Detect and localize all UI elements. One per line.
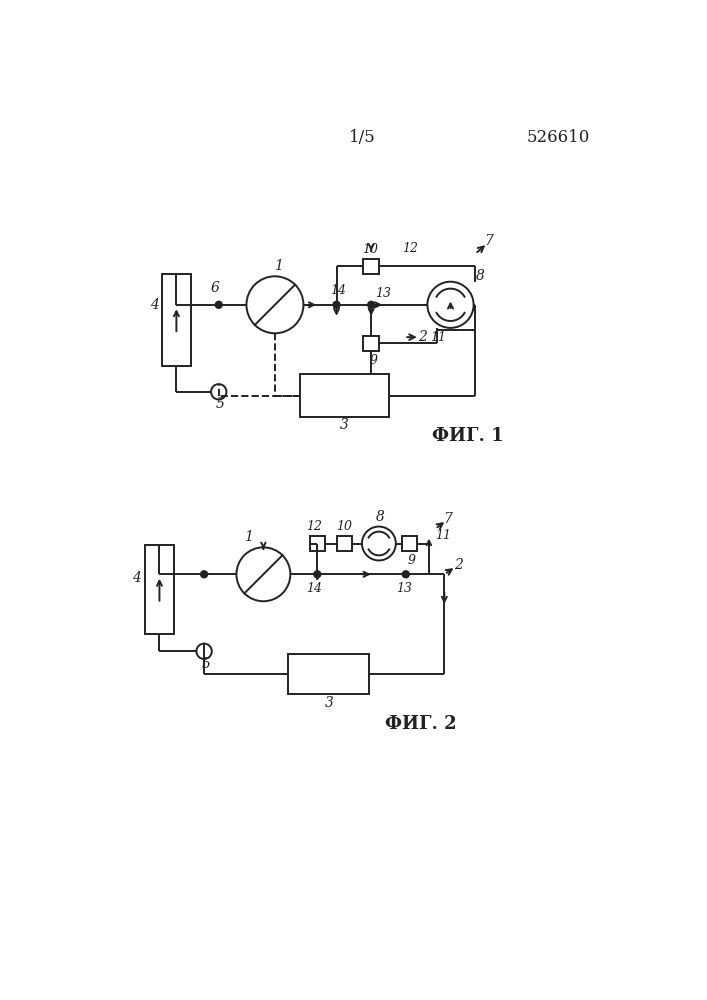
Text: 1: 1 — [243, 530, 252, 544]
Text: 4: 4 — [150, 298, 158, 312]
Text: 7: 7 — [484, 234, 493, 248]
Text: 10: 10 — [337, 520, 352, 533]
Circle shape — [368, 301, 375, 308]
Bar — [363, 259, 379, 274]
Text: 3: 3 — [340, 418, 349, 432]
Bar — [145, 545, 174, 634]
Text: 2: 2 — [454, 558, 462, 572]
Text: 3: 3 — [325, 696, 333, 710]
Bar — [310, 536, 325, 551]
Text: 11: 11 — [430, 331, 446, 344]
Text: 5: 5 — [201, 657, 210, 671]
Text: 10: 10 — [363, 243, 378, 256]
Bar — [363, 336, 379, 351]
Bar — [402, 536, 417, 551]
Text: 5: 5 — [216, 397, 225, 411]
Text: 13: 13 — [375, 287, 391, 300]
Text: 12: 12 — [402, 242, 418, 255]
Text: 1: 1 — [274, 259, 284, 273]
Text: 12: 12 — [306, 520, 322, 533]
Text: 526610: 526610 — [527, 129, 590, 146]
Text: 2: 2 — [419, 330, 427, 344]
Text: 6: 6 — [211, 281, 219, 295]
Text: 9: 9 — [370, 354, 378, 367]
Text: 13: 13 — [397, 582, 412, 595]
Text: ФИГ. 1: ФИГ. 1 — [432, 427, 503, 445]
Circle shape — [201, 571, 208, 578]
Bar — [300, 374, 389, 417]
Bar — [337, 536, 352, 551]
Text: 1/5: 1/5 — [349, 129, 376, 146]
Text: ФИГ. 2: ФИГ. 2 — [385, 715, 457, 733]
Text: 9: 9 — [407, 554, 415, 567]
Circle shape — [333, 301, 340, 308]
Text: 7: 7 — [444, 512, 452, 526]
Text: 8: 8 — [376, 510, 385, 524]
Circle shape — [215, 301, 222, 308]
Text: 11: 11 — [435, 529, 451, 542]
Circle shape — [402, 571, 409, 578]
Text: 4: 4 — [132, 571, 141, 585]
Text: 14: 14 — [330, 284, 346, 297]
Bar — [162, 274, 191, 366]
Bar — [288, 654, 369, 694]
Circle shape — [314, 571, 321, 578]
Text: 14: 14 — [306, 582, 322, 595]
Text: 8: 8 — [475, 269, 484, 283]
